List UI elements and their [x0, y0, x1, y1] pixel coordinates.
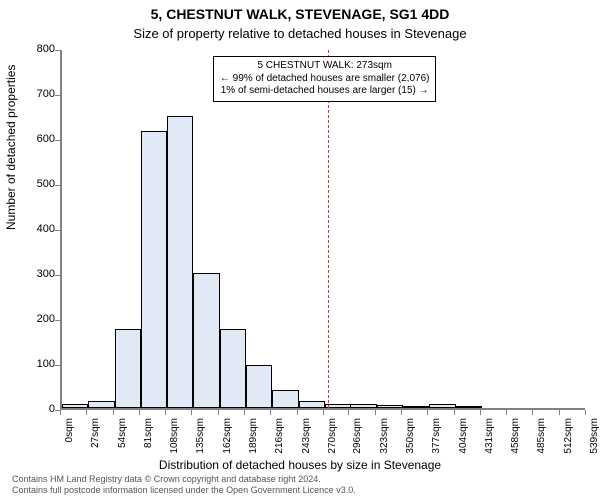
x-tick-label: 485sqm [536, 418, 547, 458]
x-tick-label: 0sqm [64, 418, 75, 458]
x-tick-label: 539sqm [589, 418, 600, 458]
x-tick-label: 350sqm [405, 418, 416, 458]
x-tick-mark [375, 410, 376, 415]
x-tick-mark [86, 410, 87, 415]
y-tick-label: 0 [15, 403, 55, 415]
x-tick-mark [165, 410, 166, 415]
histogram-bar [88, 401, 114, 408]
x-tick-label: 108sqm [169, 418, 180, 458]
y-tick-label: 800 [15, 43, 55, 55]
x-tick-label: 216sqm [274, 418, 285, 458]
y-tick-label: 500 [15, 178, 55, 190]
x-tick-mark [139, 410, 140, 415]
histogram-bar [115, 329, 141, 408]
x-tick-mark [270, 410, 271, 415]
x-tick-mark [191, 410, 192, 415]
histogram-bar [403, 406, 429, 408]
x-tick-label: 458sqm [510, 418, 521, 458]
x-tick-mark [113, 410, 114, 415]
y-tick-label: 600 [15, 133, 55, 145]
plot-area: 5 CHESTNUT WALK: 273sqm ← 99% of detache… [60, 50, 585, 410]
x-tick-label: 296sqm [352, 418, 363, 458]
x-tick-label: 243sqm [301, 418, 312, 458]
histogram-bar [167, 116, 193, 409]
x-tick-mark [559, 410, 560, 415]
histogram-bar [350, 404, 376, 409]
x-tick-label: 189sqm [248, 418, 259, 458]
histogram-bar [220, 329, 246, 408]
x-tick-label: 404sqm [458, 418, 469, 458]
footer-line1: Contains HM Land Registry data © Crown c… [12, 474, 356, 485]
histogram-bar [377, 405, 403, 408]
x-tick-mark [60, 410, 61, 415]
histogram-bar [62, 404, 88, 409]
y-tick-label: 400 [15, 223, 55, 235]
histogram-bar [141, 131, 167, 408]
x-tick-mark [454, 410, 455, 415]
x-tick-mark [480, 410, 481, 415]
x-tick-mark [297, 410, 298, 415]
footer: Contains HM Land Registry data © Crown c… [12, 474, 356, 496]
y-tick-label: 300 [15, 268, 55, 280]
reference-line [328, 50, 329, 408]
x-tick-mark [427, 410, 428, 415]
y-tick-label: 200 [15, 313, 55, 325]
y-tick-label: 100 [15, 358, 55, 370]
annotation-line1: 5 CHESTNUT WALK: 273sqm [220, 60, 430, 73]
x-tick-mark [323, 410, 324, 415]
x-axis-label: Distribution of detached houses by size … [0, 458, 600, 472]
footer-line2: Contains full postcode information licen… [12, 485, 356, 496]
chart-container: 5, CHESTNUT WALK, STEVENAGE, SG1 4DD Siz… [0, 0, 600, 500]
histogram-bar [193, 273, 219, 408]
annotation-box: 5 CHESTNUT WALK: 273sqm ← 99% of detache… [213, 56, 437, 102]
histogram-bar [272, 390, 298, 408]
x-tick-label: 512sqm [563, 418, 574, 458]
annotation-line3: 1% of semi-detached houses are larger (1… [220, 85, 430, 98]
x-tick-label: 81sqm [143, 418, 154, 458]
y-tick-label: 700 [15, 88, 55, 100]
x-tick-label: 54sqm [117, 418, 128, 458]
x-tick-mark [532, 410, 533, 415]
x-tick-mark [348, 410, 349, 415]
x-tick-label: 27sqm [90, 418, 101, 458]
x-tick-label: 162sqm [222, 418, 233, 458]
chart-title: 5, CHESTNUT WALK, STEVENAGE, SG1 4DD [0, 6, 600, 22]
x-tick-label: 431sqm [484, 418, 495, 458]
x-tick-mark [218, 410, 219, 415]
chart-subtitle: Size of property relative to detached ho… [0, 26, 600, 41]
x-tick-label: 135sqm [195, 418, 206, 458]
histogram-bar [429, 404, 455, 409]
x-tick-mark [585, 410, 586, 415]
x-tick-label: 270sqm [327, 418, 338, 458]
x-tick-mark [244, 410, 245, 415]
histogram-bar [456, 406, 482, 408]
x-tick-mark [401, 410, 402, 415]
x-tick-label: 377sqm [431, 418, 442, 458]
x-tick-label: 323sqm [379, 418, 390, 458]
annotation-line2: ← 99% of detached houses are smaller (2,… [220, 73, 430, 86]
x-tick-mark [506, 410, 507, 415]
histogram-bar [325, 404, 351, 409]
histogram-bar [299, 401, 325, 408]
histogram-bar [246, 365, 272, 408]
